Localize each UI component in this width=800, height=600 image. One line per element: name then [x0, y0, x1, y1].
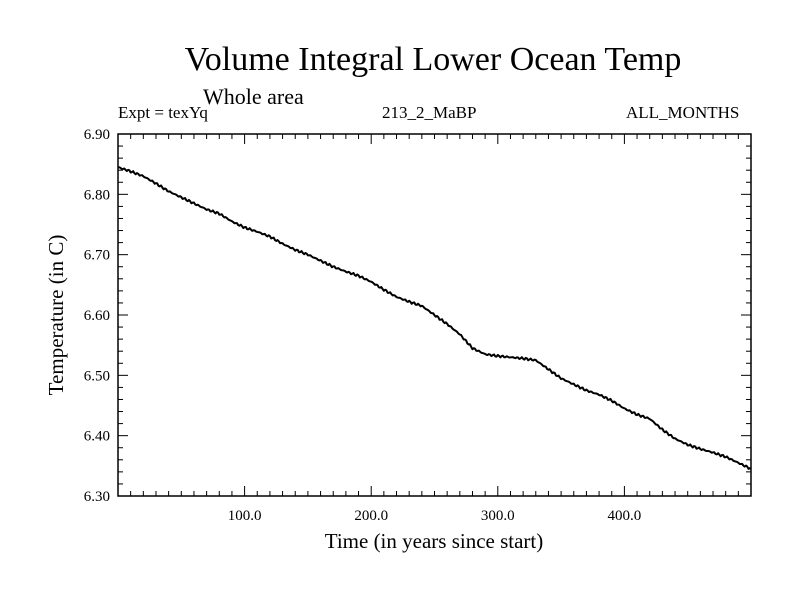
experiment-label: Expt = texYq	[118, 103, 208, 122]
x-tick-label: 200.0	[354, 508, 388, 524]
chart-title: Volume Integral Lower Ocean Temp	[184, 41, 682, 78]
y-tick-label: 6.60	[84, 308, 110, 324]
x-tick-label: 100.0	[228, 508, 262, 524]
x-axis-label: Time (in years since start)	[325, 529, 544, 553]
x-tick-label: 400.0	[608, 508, 642, 524]
x-tick-label: 300.0	[481, 508, 515, 524]
temperature-series-line	[117, 166, 752, 470]
y-tick-label: 6.50	[84, 368, 110, 384]
run-label: 213_2_MaBP	[382, 103, 477, 122]
y-tick-label: 6.80	[84, 187, 110, 203]
ticks-layer	[118, 134, 751, 496]
plot-frame	[117, 133, 752, 497]
y-tick-label: 6.70	[84, 248, 110, 264]
y-tick-label: 6.40	[84, 429, 110, 445]
months-label: ALL_MONTHS	[626, 103, 740, 122]
chart-subtitle: Whole area	[203, 84, 304, 109]
y-axis-label: Temperature (in C)	[44, 235, 68, 396]
y-tick-label: 6.90	[84, 127, 110, 143]
tick-labels-layer: 100.0 200.0 300.0 400.0 6.30 6.40 6.50 6.60 6.70…	[84, 127, 642, 524]
y-tick-label: 6.30	[84, 489, 110, 505]
